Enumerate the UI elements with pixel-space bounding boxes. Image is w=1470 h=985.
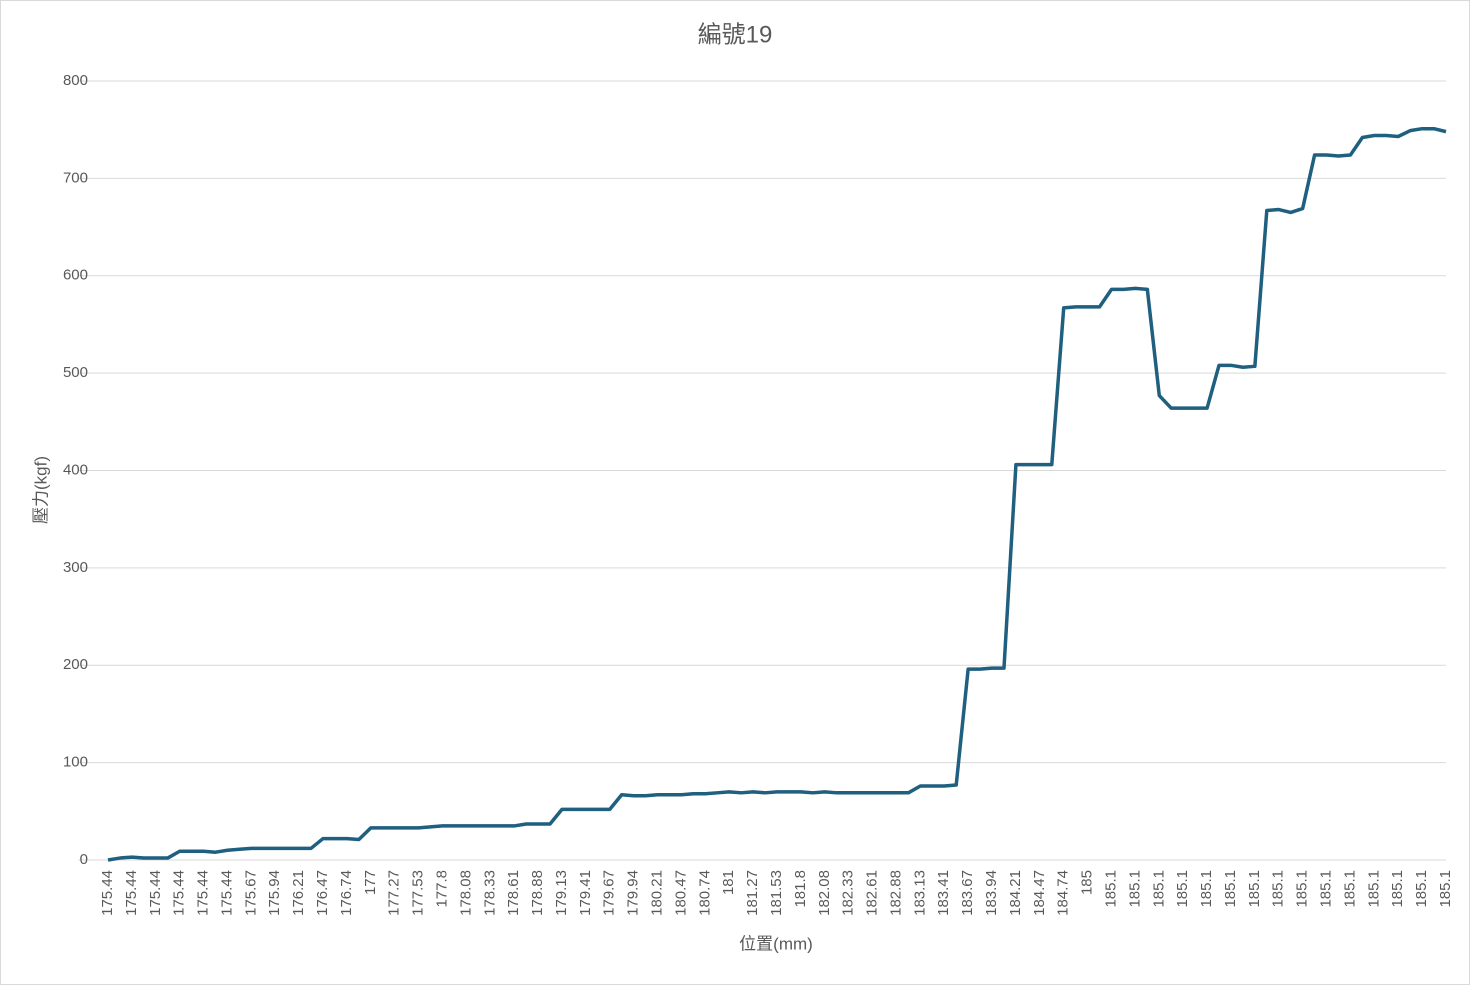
y-tick-label: 200 bbox=[63, 656, 88, 673]
x-tick-label: 185.1 bbox=[1246, 870, 1263, 908]
y-tick-label: 400 bbox=[63, 461, 88, 478]
x-tick-label: 176.21 bbox=[290, 870, 307, 916]
x-tick-label: 185.1 bbox=[1294, 870, 1311, 908]
y-tick-label: 0 bbox=[80, 851, 88, 868]
x-tick-label: 185.1 bbox=[1150, 870, 1167, 908]
x-tick-label: 176.74 bbox=[338, 870, 355, 916]
y-tick-label: 600 bbox=[63, 267, 88, 284]
x-tick-label: 180.21 bbox=[649, 870, 666, 916]
x-tick-label: 184.74 bbox=[1055, 870, 1072, 916]
x-axis-title: 位置(mm) bbox=[739, 934, 813, 953]
x-tick-label: 181.27 bbox=[744, 870, 761, 916]
x-tick-label: 180.47 bbox=[672, 870, 689, 916]
y-tick-label: 700 bbox=[63, 169, 88, 186]
x-tick-label: 181.53 bbox=[768, 870, 785, 916]
x-tick-label: 185.1 bbox=[1341, 870, 1358, 908]
x-tick-label: 178.08 bbox=[457, 870, 474, 916]
x-tick-label: 179.94 bbox=[625, 870, 642, 916]
x-tick-label: 182.33 bbox=[840, 870, 857, 916]
x-tick-label: 184.47 bbox=[1031, 870, 1048, 916]
x-tick-label: 179.41 bbox=[577, 870, 594, 916]
x-tick-label: 182.88 bbox=[887, 870, 904, 916]
y-tick-label: 800 bbox=[63, 72, 88, 89]
y-axis-title: 壓力(kgf) bbox=[31, 456, 50, 524]
x-tick-label: 185.1 bbox=[1270, 870, 1287, 908]
x-tick-label: 178.61 bbox=[505, 870, 522, 916]
data-line bbox=[107, 126, 1447, 862]
x-tick-label: 181 bbox=[720, 870, 737, 895]
x-tick-label: 181.8 bbox=[792, 870, 809, 908]
x-tick-label: 182.61 bbox=[864, 870, 881, 916]
x-tick-label: 185.1 bbox=[1126, 870, 1143, 908]
x-tick-label: 185.1 bbox=[1198, 870, 1215, 908]
x-tick-label: 175.67 bbox=[242, 870, 259, 916]
x-tick-label: 179.13 bbox=[553, 870, 570, 916]
x-tick-label: 179.67 bbox=[601, 870, 618, 916]
x-tick-label: 176.47 bbox=[314, 870, 331, 916]
chart-title: 編號19 bbox=[698, 21, 773, 48]
x-tick-label: 185.1 bbox=[1413, 870, 1430, 908]
x-tick-label: 183.41 bbox=[935, 870, 952, 916]
x-tick-label: 175.44 bbox=[99, 870, 116, 916]
x-tick-label: 185.1 bbox=[1318, 870, 1335, 908]
x-tick-label: 177 bbox=[362, 870, 379, 895]
x-tick-label: 183.94 bbox=[983, 870, 1000, 916]
y-tick-label: 500 bbox=[63, 364, 88, 381]
x-tick-label: 177.8 bbox=[433, 870, 450, 908]
x-tick-label: 177.53 bbox=[410, 870, 427, 916]
x-tick-label: 175.94 bbox=[266, 870, 283, 916]
x-tick-label: 178.88 bbox=[529, 870, 546, 916]
x-tick-label: 175.44 bbox=[147, 870, 164, 916]
x-tick-label: 182.08 bbox=[816, 870, 833, 916]
x-tick-label: 175.44 bbox=[123, 870, 140, 916]
x-tick-label: 183.13 bbox=[911, 870, 928, 916]
x-tick-label: 185.1 bbox=[1389, 870, 1406, 908]
x-tick-label: 185.1 bbox=[1102, 870, 1119, 908]
x-tick-label: 185.1 bbox=[1437, 870, 1454, 908]
x-tick-label: 185 bbox=[1079, 870, 1096, 895]
y-tick-label: 100 bbox=[63, 754, 88, 771]
x-tick-label: 183.67 bbox=[959, 870, 976, 916]
x-tick-label: 180.74 bbox=[696, 870, 713, 916]
x-tick-label: 185.1 bbox=[1222, 870, 1239, 908]
x-tick-label: 175.44 bbox=[218, 870, 235, 916]
x-tick-label: 184.21 bbox=[1007, 870, 1024, 916]
x-tick-label: 185.1 bbox=[1174, 870, 1191, 908]
y-tick-label: 300 bbox=[63, 559, 88, 576]
x-tick-label: 175.44 bbox=[171, 870, 188, 916]
x-tick-label: 177.27 bbox=[386, 870, 403, 916]
x-tick-label: 178.33 bbox=[481, 870, 498, 916]
x-tick-label: 185.1 bbox=[1365, 870, 1382, 908]
x-tick-label: 175.44 bbox=[195, 870, 212, 916]
